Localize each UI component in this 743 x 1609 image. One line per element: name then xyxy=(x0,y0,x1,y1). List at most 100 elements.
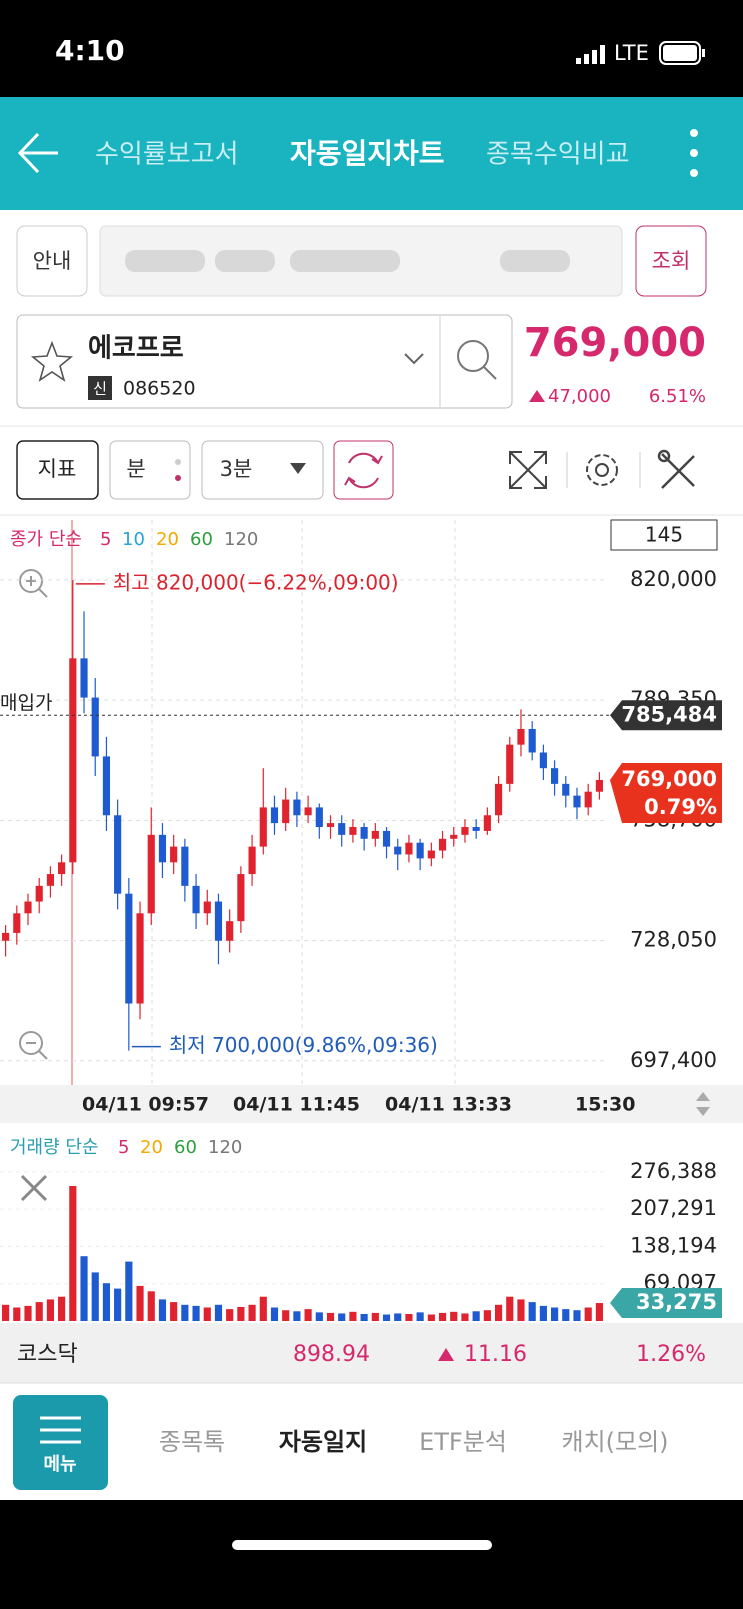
candle-body xyxy=(170,846,178,863)
stock-change: 47,000 xyxy=(548,386,611,407)
query-button[interactable] xyxy=(635,225,707,297)
low-note: 최저 700,000(9.86%,09:36) xyxy=(169,1033,438,1057)
candle-body xyxy=(102,756,111,816)
candle-body xyxy=(24,901,32,914)
candle-body xyxy=(259,807,267,847)
close-volume[interactable] xyxy=(20,1174,48,1202)
stock-change-rate: 6.51% xyxy=(649,386,706,407)
settings-button[interactable] xyxy=(586,454,618,486)
y-tick-label: 207,291 xyxy=(630,1196,717,1220)
candle-body xyxy=(13,913,21,933)
volume-bar xyxy=(326,1312,335,1321)
candle-body xyxy=(315,807,323,828)
volume-bar xyxy=(158,1299,167,1321)
dot xyxy=(175,459,181,465)
candle-body xyxy=(237,874,245,922)
volume-bar xyxy=(203,1307,211,1321)
tab[interactable]: 수익률보고서 xyxy=(95,140,239,170)
stock-price: 769,000 xyxy=(524,320,706,366)
tab-active[interactable]: 자동일지차트 xyxy=(290,137,445,170)
last-rate: 0.79% xyxy=(644,795,717,819)
sort-arrows[interactable] xyxy=(696,1092,710,1116)
status-bar xyxy=(0,0,743,97)
buy-tag xyxy=(610,700,722,731)
indicator-button[interactable] xyxy=(16,440,99,500)
last-price-tag xyxy=(610,762,722,823)
nav-item[interactable]: 종목톡 xyxy=(159,1428,225,1456)
y-tick-label: 820,000 xyxy=(630,567,717,591)
volume-bar xyxy=(573,1310,581,1321)
candle-body xyxy=(58,862,66,875)
candle-body xyxy=(595,779,603,792)
candle-body xyxy=(248,846,256,875)
volume-bar xyxy=(584,1307,592,1321)
legend-period: 60 xyxy=(190,529,213,550)
unit-button[interactable] xyxy=(109,440,191,500)
volume-bar xyxy=(80,1256,88,1321)
candle-body xyxy=(382,830,391,847)
signal-icon xyxy=(576,45,605,64)
x-tick-label: 04/11 09:57 xyxy=(82,1094,209,1116)
info-button[interactable] xyxy=(16,225,88,297)
volume-bar xyxy=(539,1305,547,1321)
zoom-in[interactable] xyxy=(19,569,48,598)
candle-body xyxy=(517,728,525,745)
volume-bar xyxy=(360,1313,368,1321)
info-button-label: 안내 xyxy=(33,249,72,273)
expand-button[interactable] xyxy=(509,451,547,489)
candle-body xyxy=(214,901,223,941)
volume-bar xyxy=(226,1309,234,1321)
unit-label: 분 xyxy=(126,457,145,481)
search-button[interactable] xyxy=(457,340,497,380)
stock-select[interactable] xyxy=(16,314,513,409)
candle-body xyxy=(282,799,290,824)
dot xyxy=(175,475,181,481)
volume-bar xyxy=(315,1312,323,1321)
favorite-star[interactable] xyxy=(30,340,74,382)
volume-bar xyxy=(170,1302,178,1321)
volume-bar xyxy=(304,1309,312,1321)
volume-bar xyxy=(181,1304,189,1321)
nav-item[interactable]: ETF분석 xyxy=(419,1428,507,1456)
nav-item-active[interactable]: 자동일지 xyxy=(279,1428,367,1456)
volume-bar xyxy=(405,1313,413,1321)
dropdown-chevron[interactable] xyxy=(404,353,424,365)
clock: 4:10 xyxy=(55,34,125,67)
y-tick-label: 697,400 xyxy=(630,1048,717,1072)
last-price: 769,000 xyxy=(621,767,717,791)
volume-bar xyxy=(517,1299,525,1321)
candle-body xyxy=(69,658,77,863)
candle-body xyxy=(181,846,189,886)
volume-bar xyxy=(192,1305,200,1321)
more-button[interactable] xyxy=(690,129,698,177)
volume-bar xyxy=(237,1306,245,1321)
home-indicator[interactable] xyxy=(232,1540,492,1550)
x-tick-label: 04/11 13:33 xyxy=(385,1094,512,1116)
volume-bar xyxy=(450,1311,458,1321)
x-tick-label: 04/11 11:45 xyxy=(233,1094,360,1116)
volume-bar xyxy=(24,1305,32,1321)
legend-period: 5 xyxy=(100,529,111,550)
stock-name: 에코프로 xyxy=(88,334,184,364)
candle-body xyxy=(584,791,592,808)
index-value: 898.94 xyxy=(293,1342,370,1367)
tools-button[interactable] xyxy=(657,449,695,489)
nav-item[interactable]: 캐치(모의) xyxy=(561,1428,668,1456)
volume-bar xyxy=(147,1291,155,1321)
tab[interactable]: 종목수익비교 xyxy=(486,140,630,170)
battery-icon xyxy=(659,41,705,65)
candle-body xyxy=(494,783,503,816)
buy-label: 매입가 xyxy=(0,692,52,714)
volume-bar xyxy=(270,1307,279,1321)
back-button[interactable] xyxy=(17,132,58,174)
zoom-out[interactable] xyxy=(19,1031,48,1060)
high-note: 최고 820,000(−6.22%,09:00) xyxy=(113,570,399,594)
refresh-button[interactable] xyxy=(333,440,394,500)
candle-body xyxy=(416,842,424,859)
candle-body xyxy=(438,838,447,851)
candle-body xyxy=(573,795,581,808)
legend-period: 60 xyxy=(174,1137,197,1158)
legend-period: 5 xyxy=(118,1137,129,1158)
interval-select[interactable] xyxy=(201,440,324,500)
candle-body xyxy=(91,697,99,757)
